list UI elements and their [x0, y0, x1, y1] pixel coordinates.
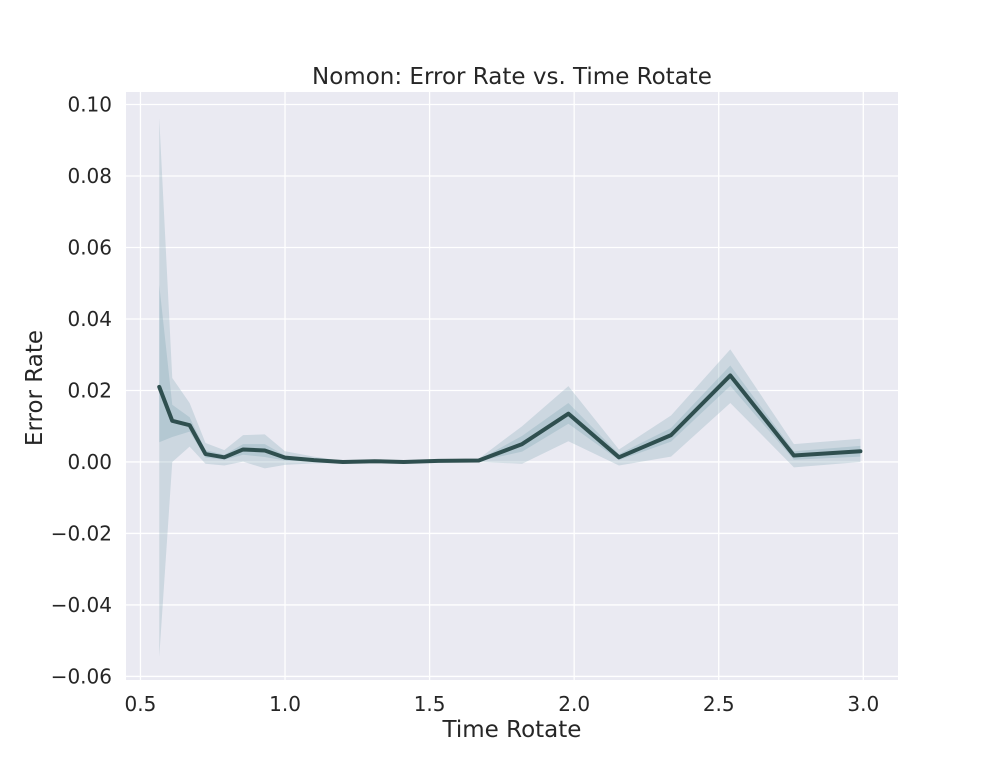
y-axis-title: Error Rate: [22, 330, 48, 446]
y-tick-labels: −0.06 −0.04 −0.02 0.00 0.02 0.04 0.06 0.08 0.10: [51, 93, 112, 689]
x-tick-labels: 0.5 1.0 1.5 2.0 2.5 3.0: [125, 692, 880, 716]
y-tick-label: 0.04: [67, 307, 112, 331]
y-tick-label: −0.04: [51, 593, 112, 617]
y-tick-label: 0.06: [67, 235, 112, 259]
confidence-band-inner: [159, 285, 861, 463]
x-tick-label: 2.0: [558, 692, 590, 716]
y-tick-label: 0.10: [67, 93, 112, 117]
x-tick-label: 2.5: [703, 692, 735, 716]
x-tick-label: 1.0: [269, 692, 301, 716]
series-lines: [157, 373, 863, 464]
y-tick-label: 0.00: [67, 450, 112, 474]
y-tick-label: 0.08: [67, 164, 112, 188]
y-tick-label: −0.02: [51, 521, 112, 545]
y-tick-label: 0.02: [67, 378, 112, 402]
x-tick-label: 0.5: [125, 692, 157, 716]
plot-area: [126, 92, 898, 680]
x-tick-label: 1.5: [414, 692, 446, 716]
x-axis-title: Time Rotate: [442, 717, 582, 743]
x-tick-label: 3.0: [847, 692, 879, 716]
chart-title: Nomon: Error Rate vs. Time Rotate: [312, 64, 712, 90]
y-tick-label: −0.06: [51, 664, 112, 688]
